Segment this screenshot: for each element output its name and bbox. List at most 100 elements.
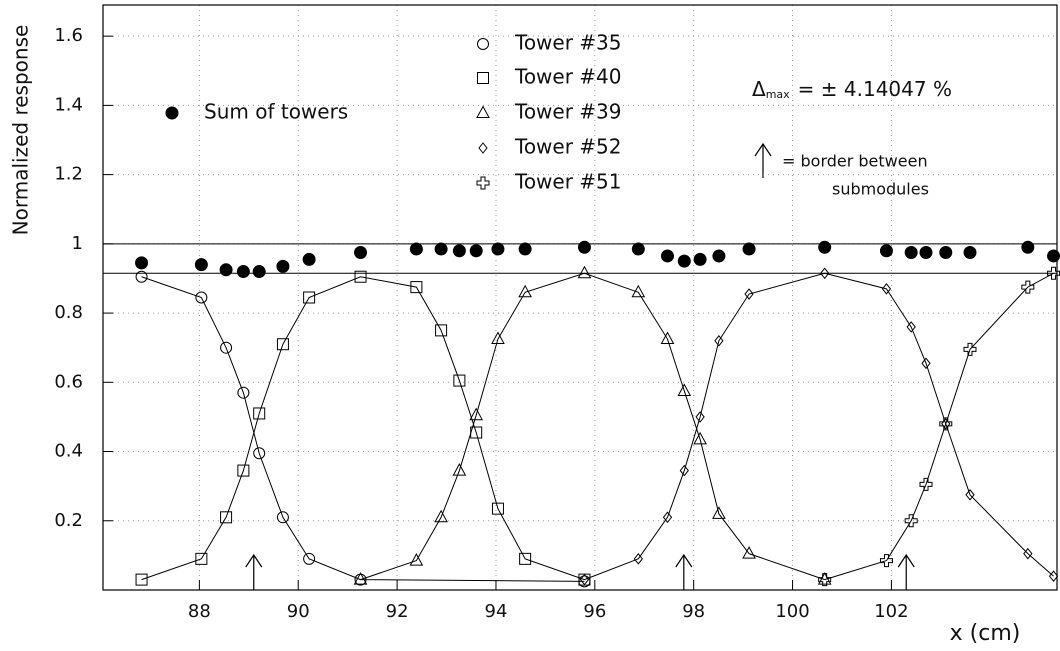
data-point [194, 258, 208, 272]
data-point [742, 546, 756, 559]
legend-symbol [477, 38, 489, 50]
data-point [303, 291, 316, 304]
delta-value: = ± 4.14047 % [798, 77, 952, 101]
data-point [409, 553, 424, 566]
series-line [141, 276, 585, 582]
data-point [818, 573, 832, 587]
data-point [409, 242, 423, 256]
legend-label: Tower #39 [514, 100, 622, 124]
data-point [631, 284, 646, 298]
legend-arrow-head [754, 142, 772, 157]
data-point [963, 246, 977, 259]
data-point [904, 514, 918, 528]
data-point [881, 283, 892, 295]
data-point [712, 249, 726, 263]
data-point [434, 509, 448, 523]
data-point [452, 463, 467, 476]
data-point [195, 291, 208, 304]
data-point [879, 554, 893, 568]
data-point [1047, 266, 1060, 280]
y-tick-label: 0.4 [54, 441, 83, 462]
data-point [237, 464, 250, 477]
legend-label: Sum of towers [204, 100, 348, 124]
data-point [135, 573, 148, 586]
border-arrow [675, 553, 693, 590]
legend-label: Tower #52 [514, 135, 622, 159]
data-point [919, 246, 933, 259]
legend-label: Tower #35 [514, 31, 622, 55]
data-point [135, 256, 149, 270]
data-point [252, 265, 266, 279]
y-tick-label: 0.2 [54, 510, 83, 531]
plot-frame [102, 4, 1058, 591]
y-tick-label: 1 [72, 233, 83, 254]
legend-symbol [477, 72, 489, 84]
x-tick-label: 90 [287, 601, 310, 622]
data-point [939, 246, 953, 259]
data-point [939, 417, 953, 431]
data-point [237, 386, 250, 399]
data-point [660, 249, 674, 263]
data-point [434, 242, 448, 256]
y-axis-title: Normalized response [9, 25, 33, 236]
data-point [963, 342, 977, 356]
legend-symbol [165, 106, 179, 120]
data-point [354, 246, 368, 259]
data-point [469, 407, 484, 421]
data-point [662, 511, 673, 524]
series-line [360, 272, 825, 581]
data-point [410, 281, 423, 294]
data-point [879, 244, 893, 258]
data-point [491, 331, 505, 345]
legend-label: Tower #40 [514, 65, 622, 89]
data-point [220, 511, 233, 524]
data-point [579, 573, 590, 586]
x-tick-label: 102 [874, 601, 908, 622]
data-point [965, 489, 975, 501]
data-point [744, 288, 754, 300]
border-arrow [245, 553, 263, 590]
data-point [518, 242, 532, 256]
data-point [677, 254, 691, 268]
data-point [354, 270, 367, 283]
arrow-note: = border between [782, 152, 928, 171]
data-point [904, 246, 918, 259]
data-point [818, 240, 832, 254]
delta-max-annotation: Δmax = ± 4.14047 % [752, 77, 952, 102]
arrow-note: submodules [832, 180, 929, 199]
y-tick-label: 0.6 [54, 371, 83, 392]
legend-symbol [476, 176, 490, 190]
data-point [353, 572, 368, 585]
data-point [518, 284, 532, 298]
legend-label: Tower #51 [514, 170, 622, 194]
x-axis-title: x (cm) [950, 621, 1021, 646]
data-point [677, 383, 692, 396]
data-point [577, 240, 591, 254]
data-point [435, 324, 448, 337]
delta-symbol: Δ [752, 77, 766, 101]
x-tick-label: 100 [775, 601, 809, 622]
x-tick-label: 94 [485, 601, 508, 622]
data-point [1047, 249, 1060, 263]
data-point [219, 263, 233, 277]
data-point [491, 242, 505, 256]
data-point [693, 252, 707, 266]
data-point [220, 341, 233, 354]
data-point [1021, 280, 1035, 294]
data-point [276, 259, 290, 273]
data-point [491, 502, 504, 515]
data-point [577, 265, 592, 279]
data-point [633, 553, 643, 565]
y-tick-label: 1.4 [54, 94, 83, 115]
x-tick-label: 92 [386, 601, 409, 622]
data-point [253, 407, 266, 420]
x-tick-label: 88 [188, 601, 211, 622]
data-point [906, 321, 916, 333]
y-tick-label: 0.8 [54, 302, 83, 323]
data-point [1023, 547, 1033, 560]
data-point [302, 252, 316, 266]
data-point [695, 411, 705, 423]
data-point [919, 477, 933, 491]
y-tick-label: 1.6 [54, 25, 83, 46]
data-point [820, 267, 830, 280]
